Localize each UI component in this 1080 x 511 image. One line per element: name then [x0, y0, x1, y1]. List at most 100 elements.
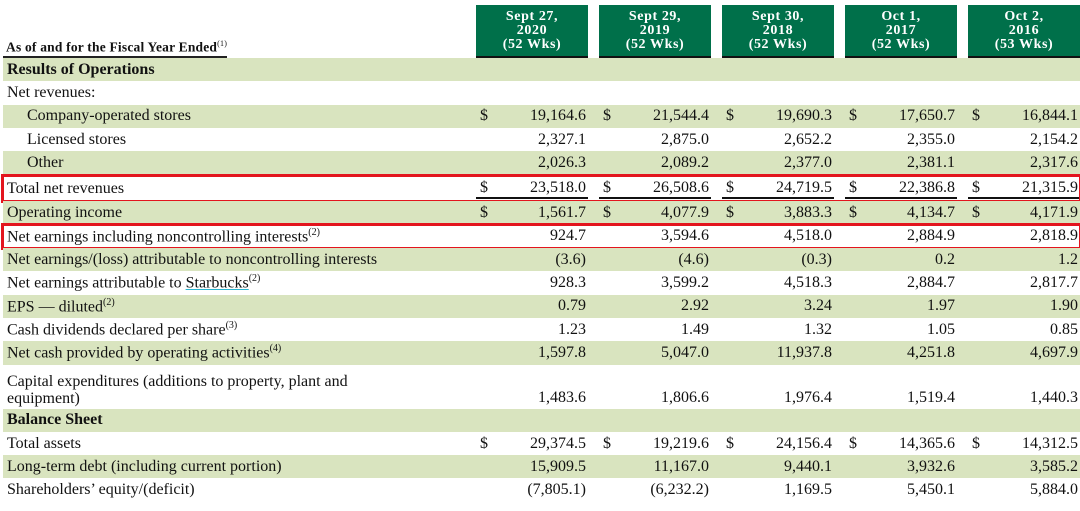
starbucks-link[interactable]: Starbucks	[185, 274, 249, 292]
cell-value: 21,315.9	[998, 179, 1080, 199]
row-label-text: Results of Operations	[7, 60, 155, 78]
column-header-2019: Sept 29, 2019 (52 Wks)	[599, 5, 711, 58]
row-label-text: Balance Sheet	[7, 411, 103, 429]
cell-value: 1.49	[681, 320, 709, 338]
currency-symbol: $	[968, 179, 998, 199]
cell-value: 17,650.7	[899, 107, 955, 125]
cell-value: 1,169.5	[784, 481, 832, 499]
row-label-text: EPS — diluted	[7, 297, 104, 315]
highlighted-table-row: Total net revenues $23,518.0 $26,508.6 $24,…	[1, 174, 1080, 204]
cell-value: (0.3)	[801, 250, 832, 268]
currency-symbol: $	[726, 434, 734, 452]
row-label: EPS — diluted(2)	[3, 297, 476, 316]
currency-symbol: $	[480, 204, 488, 222]
table-row: Net earnings/(loss) attributable to nonc…	[3, 248, 1080, 272]
cell-value: 1.23	[558, 320, 586, 338]
cell-value: 4,697.9	[1030, 343, 1078, 361]
cell-value: 2,317.6	[1030, 153, 1078, 171]
cell-value: 4,518.3	[784, 274, 832, 292]
cell-value: 0.79	[558, 297, 586, 315]
cell-value: 1.90	[1050, 297, 1078, 315]
cell-value: 0.85	[1050, 320, 1078, 338]
footnote-marker: (3)	[225, 319, 238, 331]
row-label: Net earnings including noncontrolling in…	[3, 227, 476, 246]
cell-value: 14,365.6	[899, 434, 955, 452]
column-header-year: 2018	[762, 22, 794, 38]
cell-value: 1,519.4	[907, 388, 955, 406]
footnote-marker: (2)	[248, 273, 261, 285]
cell-value: 3,594.6	[661, 227, 709, 245]
currency-symbol: $	[845, 179, 875, 199]
currency-symbol: $	[972, 107, 980, 125]
column-header-date: Sept 27,	[505, 8, 559, 24]
cell-value: 2,381.1	[907, 153, 955, 171]
table-header: As of and for the Fiscal Year Ended(1) S…	[3, 5, 1080, 58]
cell-value: 1,597.8	[538, 343, 586, 361]
column-header-weeks: (53 Wks)	[994, 36, 1054, 52]
cell-value: 2,327.1	[538, 130, 586, 148]
cell-value: 29,374.5	[530, 434, 586, 452]
table-row: Total assets $29,374.5 $19,219.6 $24,156.4 $…	[3, 432, 1080, 455]
cell-value: 2,089.2	[661, 153, 709, 171]
column-header-weeks: (52 Wks)	[748, 36, 808, 52]
row-label: Net cash provided by operating activitie…	[3, 343, 476, 362]
row-label: Shareholders’ equity/(deficit)	[3, 481, 476, 499]
footnote-marker: (2)	[103, 296, 115, 308]
cell-value: 2,154.2	[1030, 130, 1078, 148]
cell-value: 2,026.3	[538, 153, 586, 171]
cell-value: 24,719.5	[752, 179, 834, 199]
header-label-text: As of and for the Fiscal Year Ended	[6, 39, 218, 54]
cell-value: 21,544.4	[653, 107, 709, 125]
cell-value: 24,156.4	[776, 434, 832, 452]
row-label: Operating income	[3, 204, 476, 222]
table-row: Licensed stores 2,327.1 2,875.0 2,652.2 2,35…	[3, 128, 1080, 151]
cell-value: 1,976.4	[784, 388, 832, 406]
cell-value: 2,652.2	[784, 130, 832, 148]
table-row: Capital expenditures (additions to prope…	[3, 365, 1080, 409]
cell-value: 1,561.7	[538, 204, 586, 222]
column-header-2016: Oct 2, 2016 (53 Wks)	[968, 5, 1080, 58]
row-label: Total net revenues	[3, 180, 476, 198]
cell-value: 9,440.1	[784, 457, 832, 475]
row-label-text-continued: equipment)	[7, 389, 80, 407]
row-label-text: Total net revenues	[7, 179, 125, 197]
cell-value: 26,508.6	[629, 179, 711, 199]
row-label: Company-operated stores	[3, 107, 476, 125]
column-header-date: Oct 1,	[881, 8, 921, 24]
row-label-text: Licensed stores	[27, 130, 127, 148]
row-label: Total assets	[3, 435, 476, 453]
cell-value: 4,518.0	[784, 227, 832, 245]
table-row: Other 2,026.3 2,089.2 2,377.0 2,381.1 2,317.6	[3, 151, 1080, 175]
column-header-date: Oct 2,	[1004, 8, 1044, 24]
cell-value: 0.2	[935, 250, 955, 268]
cell-value: 1.2	[1058, 250, 1078, 268]
cell-value: 15,909.5	[530, 457, 586, 475]
table-row: EPS — diluted(2) 0.79 2.92 3.24 1.97 1.90	[3, 294, 1080, 318]
cell-value: 1.97	[927, 297, 955, 315]
cell-value: 924.7	[550, 227, 586, 245]
cell-value: 928.3	[550, 274, 586, 292]
cell-value: 4,134.7	[907, 204, 955, 222]
footnote-marker: (2)	[308, 226, 320, 238]
cell-value: (3.6)	[555, 250, 586, 268]
cell-value: 4,171.9	[1030, 204, 1078, 222]
section-header-row: Balance Sheet	[3, 408, 1080, 432]
row-label-text: Total assets	[7, 434, 81, 452]
row-label-text: Long-term debt (including current portio…	[7, 457, 282, 475]
cell-value: 1,806.6	[661, 388, 709, 406]
cell-value: 3,599.2	[661, 274, 709, 292]
section-header-row: Net revenues:	[3, 81, 1080, 104]
currency-symbol: $	[972, 434, 980, 452]
currency-symbol: $	[480, 434, 488, 452]
cell-value: 5,047.0	[661, 343, 709, 361]
cell-value: 3,585.2	[1030, 457, 1078, 475]
currency-symbol: $	[603, 107, 611, 125]
row-label-text: Net earnings/(loss) attributable to nonc…	[7, 250, 378, 268]
cell-value: 4,077.9	[661, 204, 709, 222]
row-label: Licensed stores	[3, 131, 476, 149]
table-row: Shareholders’ equity/(deficit) (7,805.1) (…	[3, 478, 1080, 501]
column-header-date: Sept 29,	[628, 8, 682, 24]
cell-value: 3.24	[804, 297, 832, 315]
row-label-text: Net earnings attributable to	[7, 274, 186, 292]
